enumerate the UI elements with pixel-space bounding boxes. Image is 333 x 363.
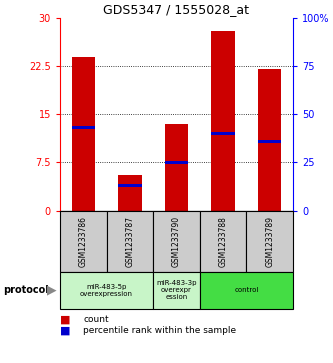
Text: miR-483-3p
overexpr
ession: miR-483-3p overexpr ession (156, 280, 197, 301)
Bar (153, 272, 200, 309)
Bar (246, 211, 293, 272)
Bar (200, 272, 293, 309)
Bar (258, 140, 281, 143)
Text: percentile rank within the sample: percentile rank within the sample (83, 326, 236, 335)
Bar (118, 175, 142, 211)
Bar (153, 211, 200, 272)
Bar (60, 211, 107, 272)
Bar (211, 132, 235, 135)
Bar (72, 57, 95, 211)
Bar (72, 126, 95, 130)
Bar (165, 161, 188, 164)
Bar (118, 184, 142, 187)
Text: GSM1233790: GSM1233790 (172, 216, 181, 267)
Text: miR-483-5p
overexpression: miR-483-5p overexpression (80, 284, 133, 297)
Text: ▶: ▶ (47, 284, 56, 297)
Text: ■: ■ (60, 325, 71, 335)
Text: GSM1233789: GSM1233789 (265, 216, 274, 267)
Text: GSM1233788: GSM1233788 (218, 216, 228, 267)
Text: control: control (234, 287, 259, 293)
Title: GDS5347 / 1555028_at: GDS5347 / 1555028_at (104, 3, 249, 16)
Bar (258, 69, 281, 211)
Text: protocol: protocol (3, 285, 49, 295)
Text: GSM1233787: GSM1233787 (125, 216, 135, 267)
Bar (60, 272, 153, 309)
Bar (107, 211, 153, 272)
Text: ■: ■ (60, 314, 71, 325)
Text: GSM1233786: GSM1233786 (79, 216, 88, 267)
Text: count: count (83, 315, 109, 324)
Bar (165, 124, 188, 211)
Bar (211, 31, 235, 211)
Bar (200, 211, 246, 272)
